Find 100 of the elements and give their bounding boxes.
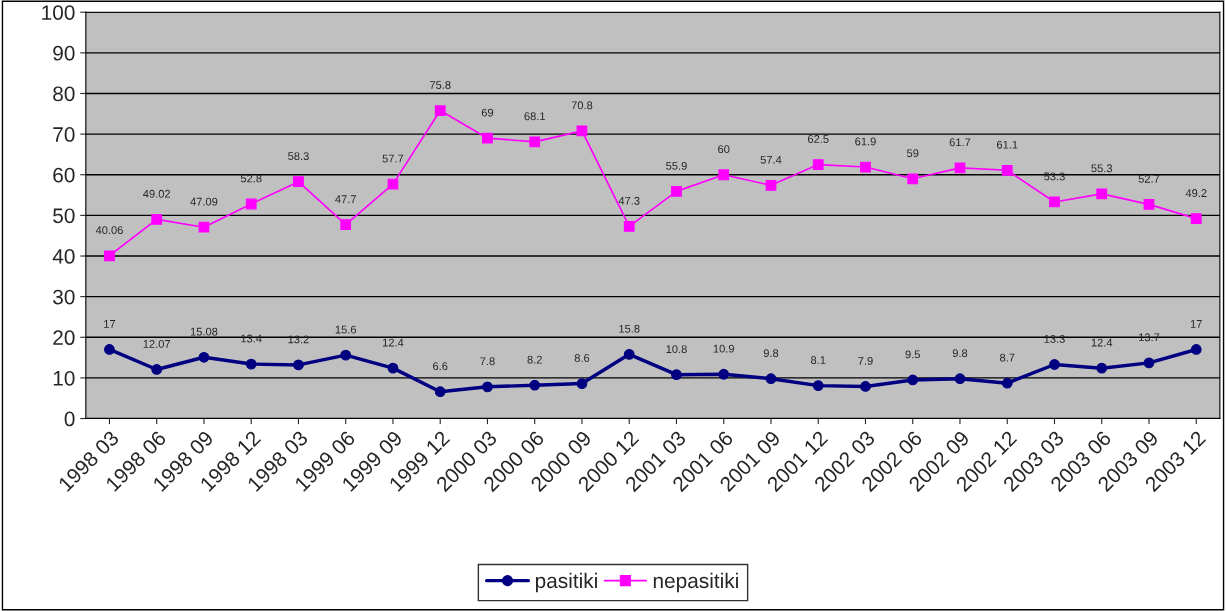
point bbox=[104, 344, 115, 355]
data-label: 61.7 bbox=[949, 138, 971, 147]
point bbox=[482, 381, 493, 393]
point bbox=[529, 379, 541, 391]
data-label: 47.7 bbox=[335, 195, 356, 203]
data-label: 9.8 bbox=[763, 349, 779, 358]
data-label: 8.6 bbox=[574, 354, 590, 362]
point bbox=[293, 359, 304, 371]
y-tick-label: 0 bbox=[64, 411, 75, 427]
point bbox=[340, 349, 352, 361]
point bbox=[765, 373, 777, 385]
point bbox=[954, 162, 966, 174]
point bbox=[245, 358, 257, 370]
data-label: 47.09 bbox=[190, 197, 218, 206]
point bbox=[151, 364, 163, 375]
y-tick-label: 40 bbox=[52, 249, 75, 264]
point bbox=[1001, 377, 1013, 389]
data-label: 49.02 bbox=[143, 189, 171, 198]
data-label: 8.1 bbox=[810, 356, 826, 364]
point bbox=[718, 368, 730, 380]
data-label: 10.8 bbox=[666, 345, 687, 354]
data-label: 61.9 bbox=[855, 137, 876, 146]
data-label: 17 bbox=[1190, 320, 1202, 328]
data-label: 15.6 bbox=[335, 325, 357, 334]
legend-label: nepasitiki bbox=[653, 572, 738, 593]
point bbox=[1096, 362, 1108, 374]
data-label: 17 bbox=[104, 320, 116, 328]
point bbox=[434, 386, 446, 398]
point bbox=[434, 105, 446, 116]
data-label: 15.8 bbox=[619, 324, 640, 333]
data-label: 15.08 bbox=[190, 327, 218, 336]
data-label: 7.8 bbox=[480, 357, 495, 366]
point bbox=[1049, 196, 1060, 208]
data-label: 10.9 bbox=[713, 344, 735, 353]
data-label: 47.3 bbox=[618, 196, 640, 205]
point bbox=[104, 250, 115, 262]
point bbox=[1049, 359, 1060, 370]
point bbox=[907, 374, 919, 386]
y-tick-label: 100 bbox=[42, 5, 75, 20]
data-label: 9.5 bbox=[905, 350, 920, 359]
y-tick-label: 50 bbox=[53, 208, 75, 224]
y-tick-label: 60 bbox=[53, 167, 75, 183]
point bbox=[623, 348, 635, 360]
point bbox=[529, 136, 541, 148]
y-tick-label: 30 bbox=[53, 289, 75, 305]
data-label: 70.8 bbox=[571, 101, 593, 110]
point bbox=[907, 173, 919, 185]
data-label: 12.4 bbox=[1091, 338, 1113, 347]
y-tick-label: 20 bbox=[53, 330, 75, 346]
point bbox=[718, 169, 730, 181]
point bbox=[860, 381, 871, 392]
point bbox=[576, 378, 588, 389]
data-label: 57.7 bbox=[382, 154, 404, 163]
y-tick-label: 80 bbox=[53, 86, 75, 102]
point bbox=[151, 213, 163, 225]
legend-label: pasitiki bbox=[535, 572, 597, 593]
point bbox=[1096, 188, 1108, 200]
data-label: 55.9 bbox=[666, 161, 687, 170]
point bbox=[482, 132, 493, 144]
point bbox=[860, 161, 871, 173]
point bbox=[671, 369, 682, 381]
point bbox=[1190, 213, 1202, 225]
point bbox=[1001, 164, 1013, 176]
point bbox=[812, 159, 824, 170]
data-label: 55.3 bbox=[1091, 164, 1113, 173]
y-tick-label: 70 bbox=[53, 127, 75, 142]
data-label: 57.4 bbox=[760, 155, 782, 164]
data-label: 9.8 bbox=[952, 349, 968, 358]
data-label: 6.6 bbox=[433, 362, 448, 371]
data-label: 75.8 bbox=[429, 81, 451, 89]
data-label: 7.9 bbox=[858, 356, 873, 365]
point bbox=[198, 221, 210, 233]
y-tick-label: 10 bbox=[53, 370, 75, 386]
data-label: 12.4 bbox=[382, 338, 404, 347]
data-label: 69 bbox=[481, 108, 494, 117]
point bbox=[245, 198, 257, 210]
data-label: 8.2 bbox=[527, 355, 542, 364]
point bbox=[340, 219, 352, 231]
data-label: 49.2 bbox=[1185, 189, 1207, 197]
point bbox=[387, 362, 399, 374]
y-tick-label: 90 bbox=[53, 45, 75, 61]
data-label: 62.5 bbox=[807, 135, 829, 143]
point bbox=[1143, 199, 1155, 210]
point bbox=[1143, 357, 1155, 369]
point bbox=[293, 176, 304, 188]
data-label: 52.8 bbox=[240, 174, 262, 183]
point bbox=[954, 373, 966, 385]
point bbox=[812, 380, 824, 391]
point bbox=[576, 125, 588, 137]
data-label: 59 bbox=[907, 149, 919, 158]
point bbox=[198, 351, 210, 363]
point bbox=[671, 186, 682, 197]
data-label: 68.1 bbox=[524, 112, 545, 121]
data-label: 12.07 bbox=[143, 339, 171, 348]
data-label: 60 bbox=[718, 145, 730, 154]
data-label: 40.06 bbox=[95, 226, 123, 235]
data-label: 52.7 bbox=[1138, 174, 1160, 183]
point bbox=[1190, 344, 1202, 355]
point bbox=[765, 179, 777, 191]
data-label: 61.1 bbox=[996, 140, 1018, 149]
